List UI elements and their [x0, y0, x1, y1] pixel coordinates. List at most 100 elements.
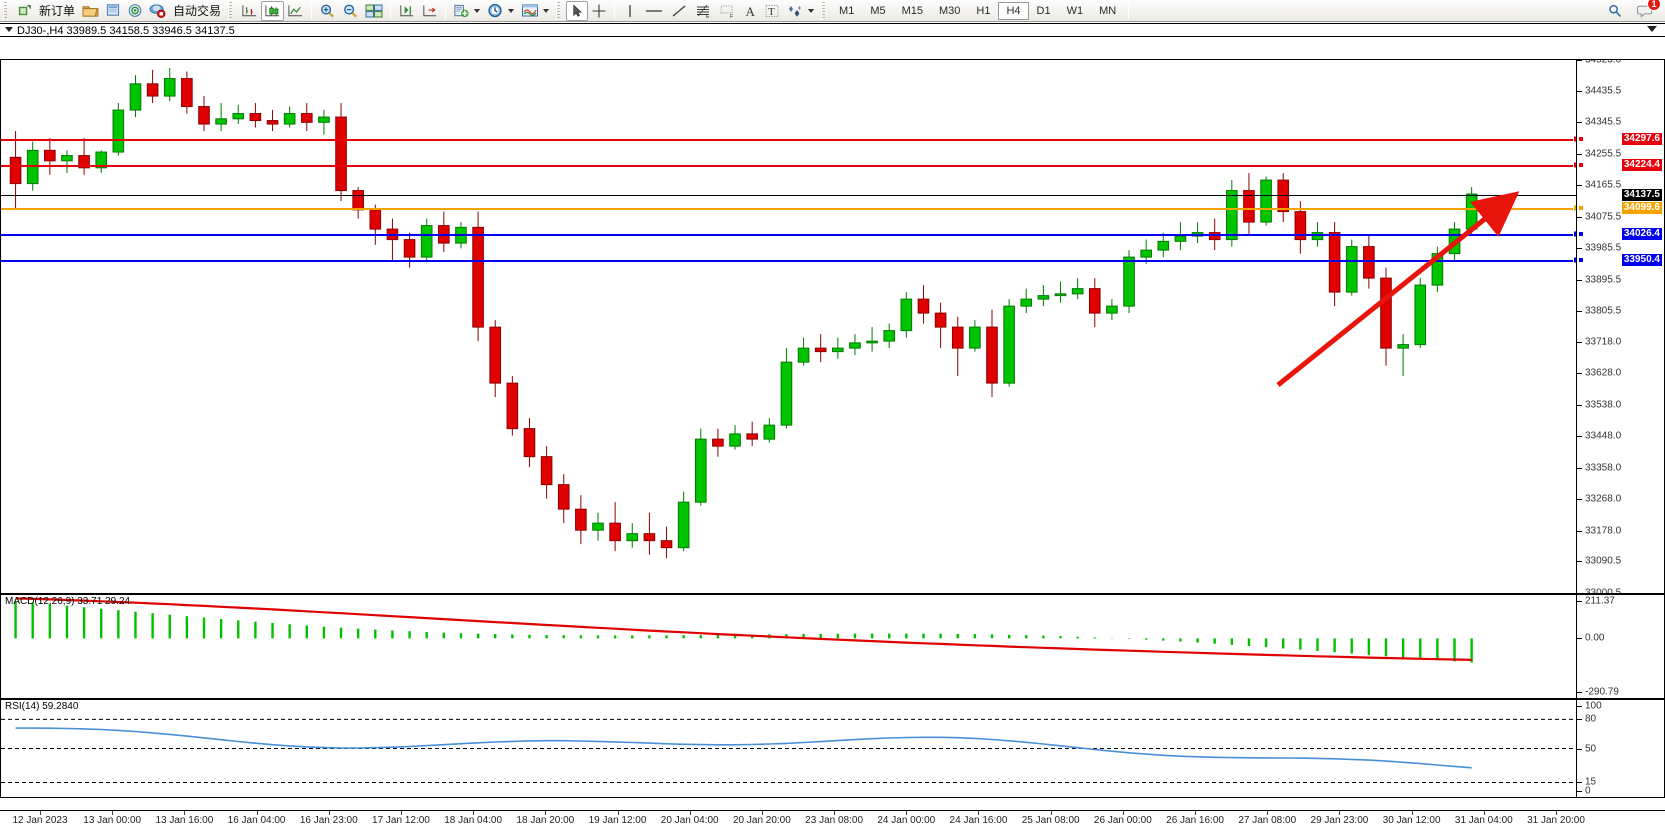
- bar-chart-icon[interactable]: [238, 1, 261, 21]
- new-order-button[interactable]: 新订单: [39, 4, 76, 18]
- vline-icon[interactable]: [619, 1, 641, 21]
- templates-dropdown-caret[interactable]: [543, 8, 550, 13]
- price-level-scale-handle[interactable]: [1578, 135, 1584, 142]
- time-tick-label: 26 Jan 16:00: [1166, 815, 1224, 826]
- zoom-in-icon[interactable]: [316, 1, 339, 21]
- macd-plot[interactable]: [1, 595, 1576, 698]
- new-order-icon[interactable]: [13, 1, 35, 21]
- rsi-plot[interactable]: [1, 700, 1576, 797]
- line-chart-icon[interactable]: [284, 1, 307, 21]
- price-plot[interactable]: [1, 60, 1576, 593]
- price-level-line-support[interactable]: [1, 260, 1576, 263]
- fibo-icon[interactable]: E: [691, 1, 715, 21]
- objects-dropdown-caret[interactable]: [808, 8, 815, 13]
- scroll-end-icon[interactable]: [395, 1, 418, 21]
- price-level-badge[interactable]: 34297.6: [1621, 132, 1662, 145]
- tile-windows-icon[interactable]: [362, 1, 386, 21]
- price-level-badge[interactable]: 34137.5: [1621, 188, 1662, 201]
- price-level-badge[interactable]: 33950.4: [1621, 254, 1662, 267]
- time-tick-label: 13 Jan 16:00: [155, 815, 214, 826]
- price-tick: [1577, 122, 1582, 124]
- text-icon[interactable]: A: [739, 1, 761, 21]
- price-level-handle[interactable]: [1573, 230, 1576, 238]
- price-level-scale-handle[interactable]: [1578, 205, 1584, 212]
- price-level-badge[interactable]: 34099.6: [1621, 202, 1662, 215]
- price-level-handle[interactable]: [1573, 161, 1576, 169]
- timeframe-mn[interactable]: MN: [1099, 4, 1117, 17]
- macd-label: MACD(12,26,9) 33.71 29.24: [5, 596, 131, 607]
- toolbar-grip-3[interactable]: [556, 1, 564, 20]
- price-level-line-resistance[interactable]: [1, 164, 1576, 167]
- zoom-out-icon[interactable]: [339, 1, 362, 21]
- timeframe-m1[interactable]: M1: [839, 4, 855, 17]
- macd-pane[interactable]: MACD(12,26,9) 33.71 29.24 211.37 0.00 -290…: [0, 594, 1665, 699]
- templates-icon[interactable]: [518, 1, 542, 21]
- terminal-icon[interactable]: [102, 1, 124, 21]
- rsi-tick-label: 80: [1585, 713, 1597, 725]
- time-tick: [328, 811, 330, 815]
- toolbar-grip-2[interactable]: [228, 1, 236, 20]
- rsi-tick-label: 15: [1585, 776, 1597, 788]
- period-icon[interactable]: [484, 1, 507, 21]
- price-level-line-last-price[interactable]: [1, 194, 1576, 196]
- price-level-line-resistance[interactable]: [1, 138, 1576, 141]
- label-icon[interactable]: T: [761, 1, 783, 21]
- macd-tick-label: 211.37: [1585, 595, 1615, 607]
- price-level-handle[interactable]: [1573, 135, 1576, 143]
- chart-panes: 34523.0 34435.5 34345.5 34255.5 34165.5 34075…: [0, 59, 1665, 832]
- time-tick: [1483, 811, 1485, 815]
- price-level-badge[interactable]: 34224.4: [1621, 158, 1662, 171]
- chart-title: DJ30-,H4 33989.5 34158.5 33946.5 34137.5: [17, 25, 235, 37]
- window-restore-icon[interactable]: [1647, 26, 1657, 32]
- price-pane[interactable]: 34523.0 34435.5 34345.5 34255.5 34165.5 34075…: [0, 59, 1665, 594]
- equidistant-icon[interactable]: F: [715, 1, 739, 21]
- price-level-scale-handle[interactable]: [1578, 161, 1584, 168]
- shift-icon[interactable]: [418, 1, 441, 21]
- search-icon[interactable]: [1604, 1, 1626, 21]
- price-level-handle[interactable]: [1573, 256, 1576, 264]
- autotrade-icon[interactable]: [146, 1, 169, 21]
- rsi-tick-label: 0: [1585, 785, 1591, 797]
- timeframe-m30[interactable]: M30: [939, 4, 961, 17]
- notification-icon[interactable]: 1: [1634, 0, 1661, 21]
- rsi-pane[interactable]: RSI(14) 59.2840 100 80 50 15 0: [0, 699, 1665, 798]
- timeframe-m15[interactable]: M15: [901, 4, 923, 17]
- indicators-icon[interactable]: [450, 1, 473, 21]
- time-tick-label: 29 Jan 23:00: [1310, 815, 1369, 826]
- price-level-line-support[interactable]: [1, 233, 1576, 236]
- hline-icon[interactable]: [641, 1, 667, 21]
- price-tick: [1577, 216, 1582, 218]
- timeframe-h1[interactable]: H1: [976, 4, 991, 17]
- macd-series: [14, 597, 1473, 663]
- indicators-dropdown-caret[interactable]: [474, 8, 481, 13]
- timeframe-m5[interactable]: M5: [870, 4, 886, 17]
- toolbar-grip-4[interactable]: [821, 1, 829, 20]
- price-level-handle[interactable]: [1573, 204, 1576, 212]
- candle-chart-icon[interactable]: [261, 0, 285, 21]
- chevron-down-icon[interactable]: [5, 27, 13, 32]
- period-dropdown-caret[interactable]: [508, 8, 515, 13]
- time-tick: [112, 811, 114, 815]
- price-tick-label: 33538.0: [1585, 399, 1622, 411]
- trendline-icon[interactable]: [667, 1, 691, 21]
- price-level-line-pivot[interactable]: [1, 208, 1576, 211]
- price-level-badge[interactable]: 34026.4: [1621, 227, 1662, 240]
- autotrade-button[interactable]: 自动交易: [173, 4, 222, 18]
- price-level-scale-handle[interactable]: [1578, 230, 1584, 237]
- time-tick-label: 18 Jan 20:00: [516, 815, 575, 826]
- crosshair-icon[interactable]: [588, 1, 610, 21]
- cursor-icon[interactable]: [566, 0, 589, 21]
- price-tick: [1577, 279, 1582, 281]
- timeframe-h4[interactable]: H4: [998, 1, 1029, 20]
- price-scale[interactable]: 34523.0 34435.5 34345.5 34255.5 34165.5 34075…: [1576, 60, 1664, 593]
- rsi-scale: 100 80 50 15 0: [1576, 700, 1664, 797]
- price-level-scale-handle[interactable]: [1578, 257, 1584, 264]
- folder-icon[interactable]: [79, 1, 102, 21]
- time-tick: [256, 811, 258, 815]
- timeframe-w1[interactable]: W1: [1066, 4, 1084, 17]
- price-tick-label: 33000.5: [1585, 587, 1622, 594]
- navigator-icon[interactable]: [124, 1, 146, 21]
- timeframe-d1[interactable]: D1: [1036, 4, 1051, 17]
- toolbar-grip[interactable]: [3, 1, 10, 20]
- objects-icon[interactable]: [783, 1, 807, 21]
